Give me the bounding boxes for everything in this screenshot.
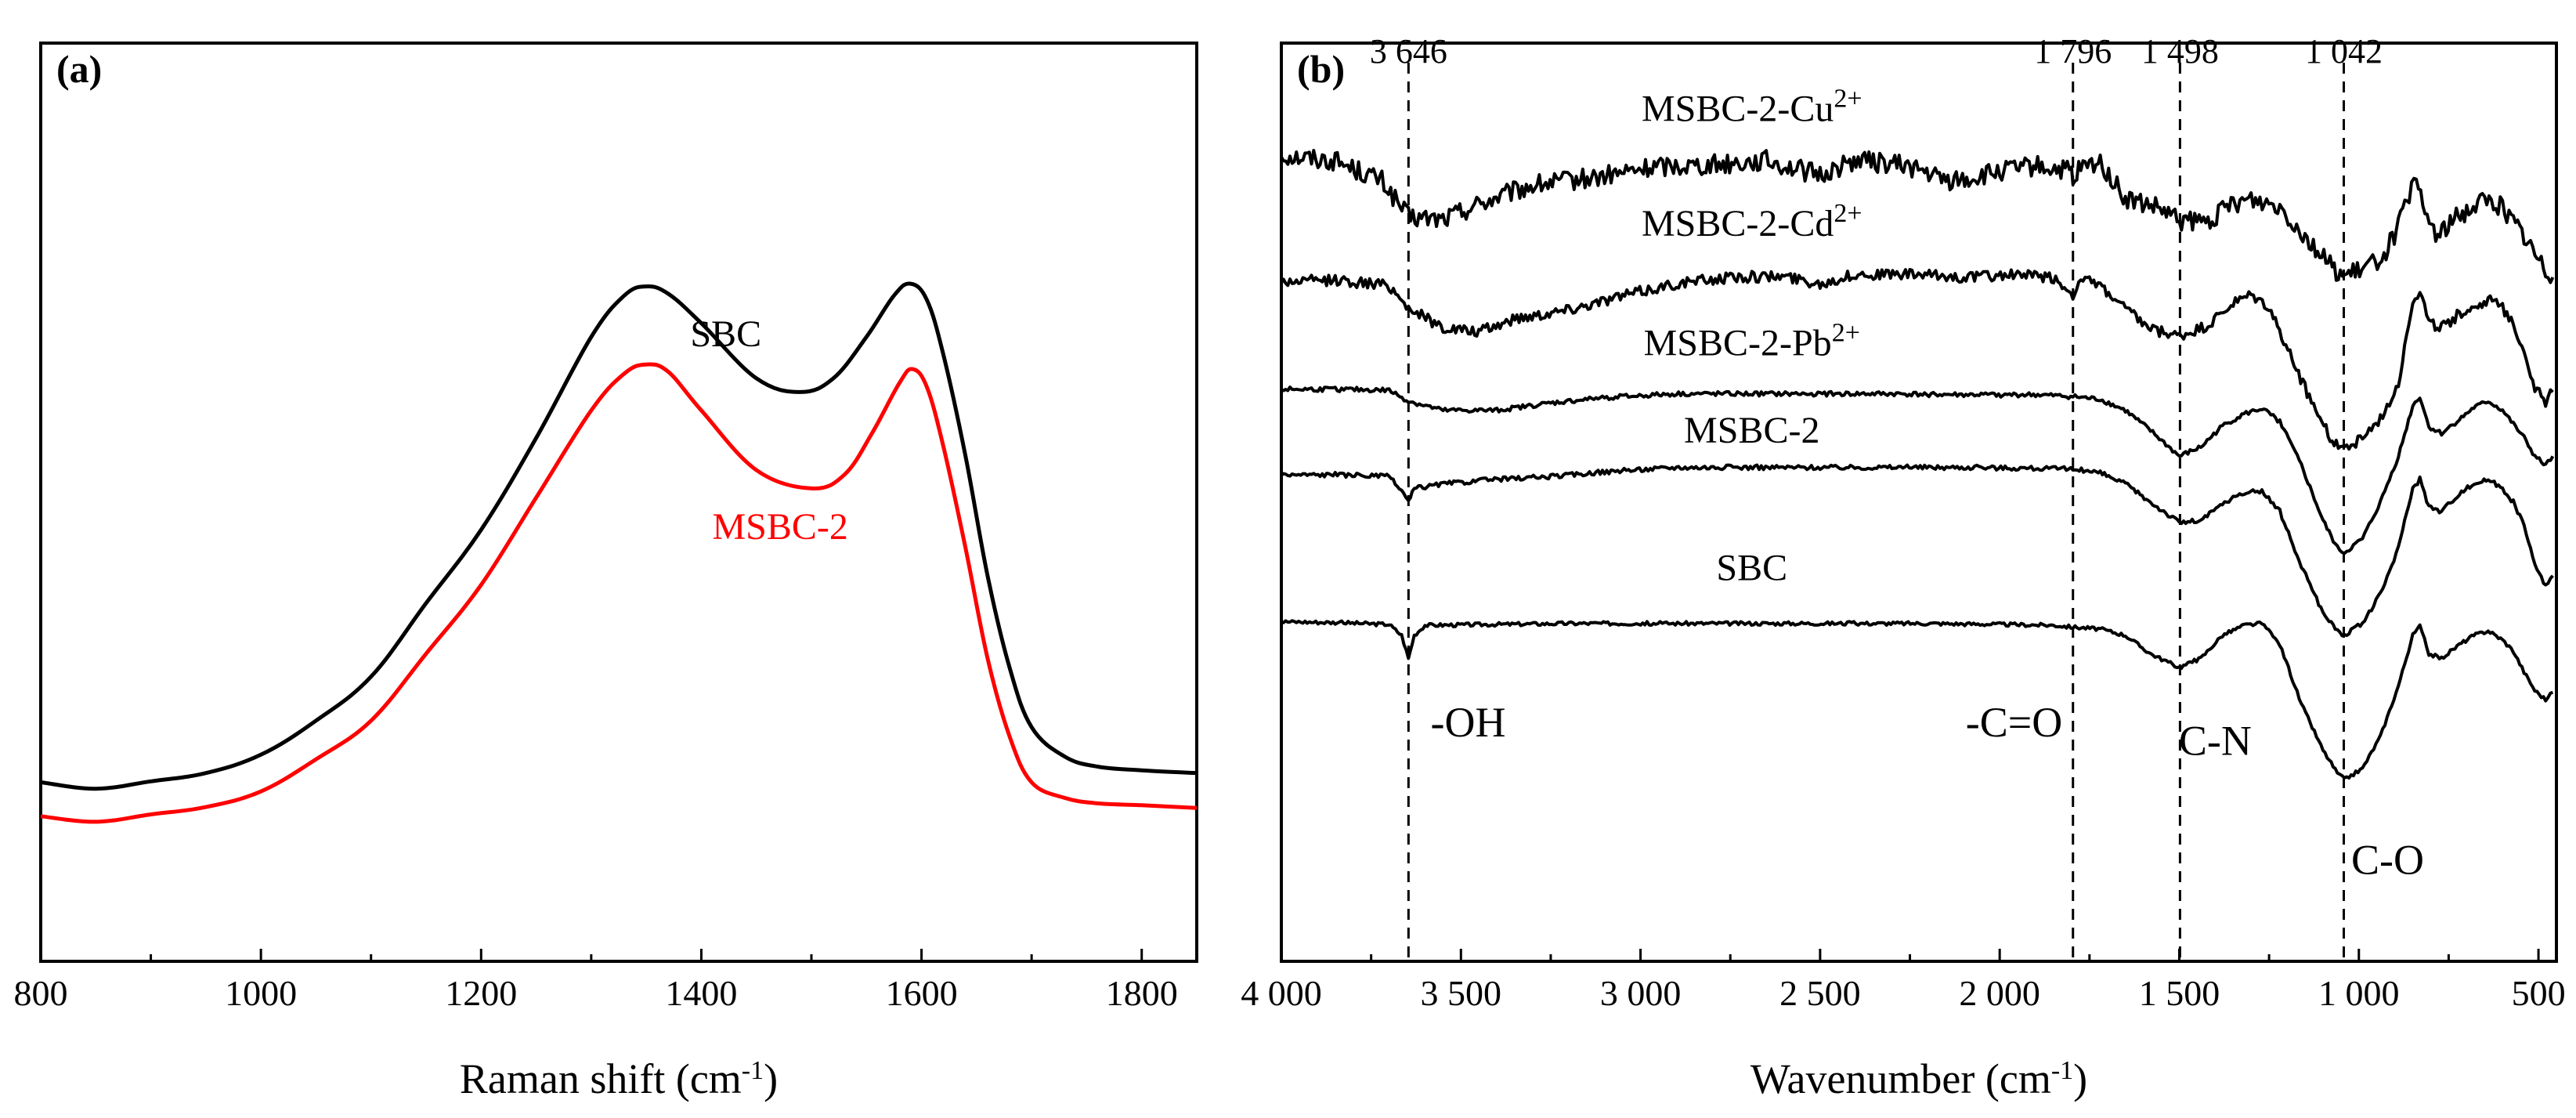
annotations-b: -OH -C=O C-N C-O — [1430, 699, 2423, 884]
series-label-msbc-2-cd2: MSBC-2-Cd2+ — [1642, 199, 1862, 245]
peak-label: 1 498 — [2141, 32, 2219, 71]
series-labels-b: MSBC-2-Cu2+ MSBC-2-Cd2+ MSBC-2-Pb2+ MSBC-2 S… — [1642, 84, 1862, 589]
plot-frame-a — [39, 42, 1198, 963]
reference-lines-b: 3 646 1 796 1 498 1 042 — [1370, 32, 2383, 961]
x-tick-label-a: 1400 — [665, 973, 737, 1013]
x-tick-label-b: 3 500 — [1421, 973, 1502, 1013]
series-line-msbc-2-cd2 — [1280, 268, 2554, 451]
series-label-msbc-2: MSBC-2 — [712, 506, 847, 548]
series-label-msbc-2-cu2: MSBC-2-Cu2+ — [1642, 84, 1862, 130]
series-line-msbc-2 — [40, 362, 1198, 824]
band-annotation: -C=O — [1966, 699, 2062, 746]
panel-label-b: (b) — [1297, 47, 1345, 91]
peak-label: 1 796 — [2034, 32, 2112, 71]
x-tick-label-b: 500 — [2512, 973, 2566, 1013]
x-axis-label-b: Wavenumber (cm-1) — [1750, 1055, 2087, 1102]
x-tick-label-b: 1 500 — [2139, 973, 2220, 1013]
x-axis-label-a: Raman shift (cm-1) — [460, 1055, 778, 1102]
series-label-sbc: SBC — [690, 313, 761, 355]
series-line-sbc — [40, 281, 1198, 791]
series-line-msbc-2-pb2 — [1281, 385, 2555, 555]
series-group-b — [1280, 149, 2555, 780]
series-line-sbc — [1281, 619, 2554, 780]
plot-frame-b — [1280, 42, 2558, 963]
x-ticks-a: 800 1000 1200 1400 1600 1800 — [14, 949, 1178, 1013]
x-tick-label-b: 2 500 — [1779, 973, 1861, 1013]
x-tick-label-a: 1200 — [445, 973, 517, 1013]
x-tick-label-a: 1000 — [225, 973, 297, 1013]
raman-panel: 800 1000 1200 1400 1600 1800 SBC MSBC-2 (a) Ra… — [14, 42, 1198, 1102]
band-annotation: C-O — [2351, 837, 2424, 884]
band-annotation: C-N — [2179, 717, 2252, 764]
x-tick-label-a: 1600 — [886, 973, 958, 1013]
x-tick-label-b: 1 000 — [2318, 973, 2400, 1013]
x-ticks-b: 4 000 3 500 3 000 2 500 2 000 1 500 1 000 500 — [1241, 949, 2566, 1013]
x-tick-label-b: 4 000 — [1241, 973, 1322, 1013]
series-label-sbc: SBC — [1716, 548, 1787, 589]
peak-label: 1 042 — [2305, 32, 2383, 71]
series-group-a — [40, 281, 1198, 824]
panel-label-a: (a) — [56, 47, 102, 91]
series-label-msbc-2: MSBC-2 — [1684, 410, 1819, 451]
series-label-msbc-2-pb2: MSBC-2-Pb2+ — [1644, 318, 1860, 364]
x-tick-label-b: 2 000 — [1959, 973, 2040, 1013]
x-tick-label-b: 3 000 — [1600, 973, 1682, 1013]
series-line-msbc-2 — [1280, 463, 2554, 638]
x-tick-label-a: 1800 — [1106, 973, 1178, 1013]
x-tick-label-a: 800 — [14, 973, 68, 1013]
series-line-msbc-2-cu2 — [1280, 149, 2555, 284]
series-labels-a: SBC MSBC-2 — [690, 313, 848, 548]
peak-label: 3 646 — [1370, 32, 1447, 71]
ftir-panel: 3 646 1 796 1 498 1 042 4 000 3 500 3 000 2 50… — [1241, 32, 2565, 1102]
band-annotation: -OH — [1430, 699, 1505, 746]
